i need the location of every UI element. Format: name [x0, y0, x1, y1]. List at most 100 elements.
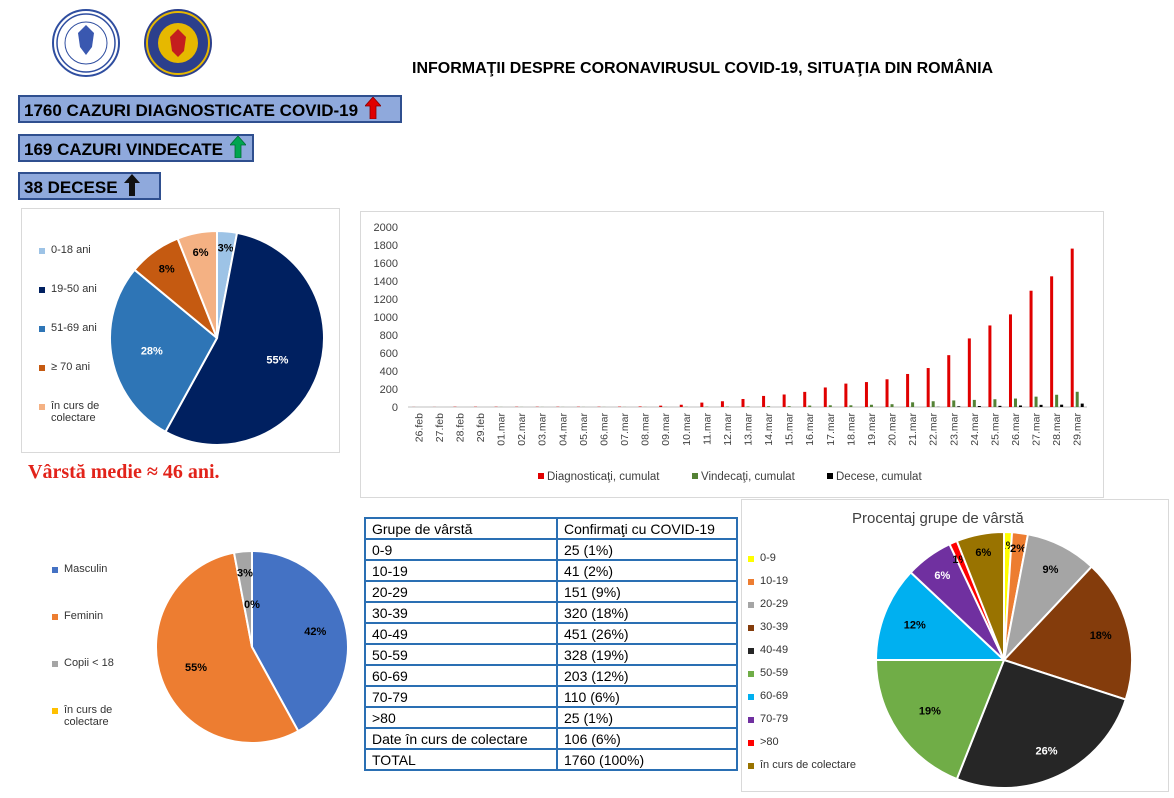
bar-deaths	[1080, 403, 1084, 407]
bar-diagnosed	[926, 368, 930, 407]
legend-label: 20-29	[760, 598, 789, 610]
bar-diagnosed	[844, 383, 848, 407]
pie-data-label: 2%	[1010, 543, 1026, 555]
legend-swatch	[52, 614, 58, 620]
legend-label: 0-9	[760, 552, 776, 564]
bar-deaths	[957, 406, 961, 407]
table-row: 50-59 328 (19%)	[364, 643, 738, 666]
bar-diagnosed	[659, 405, 663, 407]
age-group-pie-chart: 3% 55% 28% 8% 6%	[109, 229, 325, 446]
legend-label: Masculin	[64, 563, 108, 575]
pie-data-label: 3%	[218, 242, 234, 254]
legend-item: 51-69 ani	[39, 322, 109, 334]
legend-swatch	[692, 473, 698, 479]
bar-recovered	[869, 404, 873, 407]
x-tick-label: 04.mar	[557, 413, 569, 446]
legend-item: 70-79	[748, 713, 873, 725]
bar-deaths	[1060, 404, 1064, 407]
legend-swatch	[39, 404, 45, 410]
x-tick-label: 18.mar	[845, 413, 857, 446]
legend-item: 40-49	[748, 644, 873, 656]
average-age-note: Vârstă medie ≈ 46 ani.	[28, 461, 220, 483]
pie-slice	[176, 229, 218, 339]
table-cell: 25 (1%)	[556, 538, 738, 561]
pie-slice	[1002, 565, 1133, 701]
age-percentage-pie-chart: 1%2%9%18%26%19%12%6%1%6%	[874, 530, 1133, 789]
x-tick-label: 26.feb	[413, 413, 425, 442]
pie-data-label: 6%	[934, 570, 950, 582]
bar-deaths	[977, 406, 981, 407]
x-tick-label: 21.mar	[907, 413, 919, 446]
age-groups-table: Grupe de vârstă Confirmaţi cu COVID-19 0…	[364, 517, 738, 771]
pie-data-label: 12%	[904, 620, 926, 632]
table-row: 60-69 203 (12%)	[364, 664, 738, 687]
x-tick-label: 14.mar	[763, 413, 775, 446]
recovered-stat-label: 169 CAZURI VINDECATE	[24, 140, 223, 159]
legend-item: 30-39	[748, 621, 873, 633]
legend-swatch	[748, 763, 754, 769]
bar-recovered	[808, 405, 812, 407]
x-tick-label: 22.mar	[928, 413, 940, 446]
bar-diagnosed	[988, 325, 992, 407]
table-header-cell: Confirmaţi cu COVID-19	[556, 517, 738, 540]
legend-swatch	[52, 661, 58, 667]
bar-diagnosed	[741, 398, 745, 407]
x-tick-label: 28.mar	[1051, 413, 1063, 446]
x-tick-label: 08.mar	[640, 413, 652, 446]
cumulative-bar-chart-panel	[360, 211, 1104, 498]
up-arrow-icon	[228, 135, 247, 165]
pie-slice	[874, 570, 1007, 661]
table-cell: 106 (6%)	[556, 727, 738, 750]
recovered-stat-box: 169 CAZURI VINDECATE	[18, 134, 254, 162]
cases-stat-box: 1760 CAZURI DIAGNOSTICATE COVID-19	[18, 95, 402, 123]
legend-label: în curs de colectare	[51, 400, 100, 424]
bar-diagnosed	[762, 395, 766, 407]
legend-label: Copii < 18	[64, 657, 114, 669]
gender-pie-legend: Masculin Feminin Copii < 18 în curs de cole…	[52, 563, 142, 763]
pie-slice	[955, 530, 1005, 661]
legend-item: >80	[748, 736, 873, 748]
table-header-row: Grupe de vârstă Confirmaţi cu COVID-19	[364, 517, 738, 540]
legend-item: 50-59	[748, 667, 873, 679]
legend-item: 60-69	[748, 690, 873, 702]
legend-swatch	[39, 365, 45, 371]
bar-recovered	[828, 405, 832, 407]
x-tick-label: 25.mar	[989, 413, 1001, 446]
bar-diagnosed	[823, 387, 827, 407]
page-title: INFORMAŢII DESPRE CORONAVIRUSUL COVID-19…	[412, 60, 994, 77]
y-tick-label: 1200	[374, 294, 398, 306]
bar-recovered	[1034, 396, 1038, 407]
x-tick-label: 27.mar	[1031, 413, 1043, 446]
legend-swatch	[39, 287, 45, 293]
legend-item: 0-9	[748, 552, 873, 564]
table-cell: 40-49	[364, 622, 558, 645]
bar-recovered	[1075, 391, 1079, 407]
legend-swatch	[748, 648, 754, 654]
legend-swatch	[52, 708, 58, 714]
pie-data-label: 26%	[1035, 745, 1057, 757]
legend-label: >80	[760, 736, 779, 748]
x-tick-label: 29.mar	[1072, 413, 1084, 446]
government-seal-logo	[52, 9, 120, 77]
legend-label: 40-49	[760, 644, 789, 656]
legend-item: Feminin	[52, 610, 142, 622]
x-tick-label: 24.mar	[969, 413, 981, 446]
y-tick-label: 800	[380, 330, 398, 342]
legend-item: Masculin	[52, 563, 142, 575]
x-tick-label: 17.mar	[825, 413, 837, 446]
legend-swatch	[748, 625, 754, 631]
legend-swatch	[827, 473, 833, 479]
bar-deaths	[1018, 405, 1022, 407]
bar-recovered	[972, 399, 976, 407]
bar-recovered	[787, 406, 791, 407]
table-row: 40-49 451 (26%)	[364, 622, 738, 645]
legend-label: 19-50 ani	[51, 283, 97, 295]
table-row: >80 25 (1%)	[364, 706, 738, 729]
legend-label: 60-69	[760, 690, 789, 702]
table-cell: Date în curs de colectare	[364, 727, 558, 750]
legend-swatch	[748, 671, 754, 677]
bar-diagnosed	[700, 402, 704, 407]
pie-slice	[232, 549, 253, 648]
bar-diagnosed	[720, 401, 724, 407]
pie-slice	[155, 551, 300, 744]
